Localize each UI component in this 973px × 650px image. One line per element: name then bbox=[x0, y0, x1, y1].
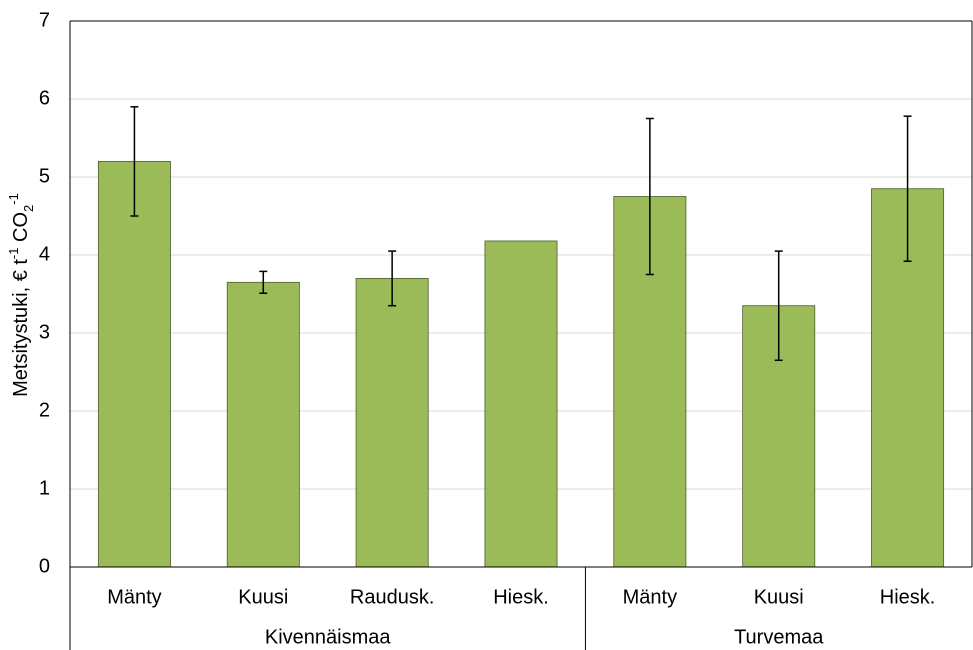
bar bbox=[226, 281, 300, 568]
bar bbox=[355, 277, 429, 568]
y-tick-label: 4 bbox=[39, 243, 50, 265]
group-label: Kivennäismaa bbox=[265, 626, 392, 648]
bar bbox=[97, 160, 171, 568]
y-axis-label-part: -1 bbox=[6, 193, 21, 205]
y-tick-label: 7 bbox=[39, 9, 50, 31]
y-tick-label: 3 bbox=[39, 321, 50, 343]
error-bar bbox=[903, 115, 912, 262]
y-tick-label: 2 bbox=[39, 399, 50, 421]
y-tick-label: 0 bbox=[39, 555, 50, 577]
x-tick-label: Mänty bbox=[107, 586, 161, 608]
y-tick-label: 6 bbox=[39, 87, 50, 109]
x-tick-label: Hiesk. bbox=[880, 586, 936, 608]
group-label: Turvemaa bbox=[734, 626, 824, 648]
y-axis-label-part: -1 bbox=[6, 247, 21, 259]
y-tick-label: 1 bbox=[39, 477, 50, 499]
y-axis-label-part: CO bbox=[10, 212, 32, 248]
x-tick-label: Hiesk. bbox=[493, 586, 549, 608]
x-tick-label: Mänty bbox=[623, 586, 677, 608]
error-bar bbox=[130, 106, 139, 217]
y-axis-label-part: Metsitystuki, € t bbox=[10, 259, 32, 397]
x-tick-label: Kuusi bbox=[238, 586, 288, 608]
x-tick-label: Kuusi bbox=[754, 586, 804, 608]
error-bar bbox=[645, 117, 654, 276]
x-tick-label: Raudusk. bbox=[350, 586, 435, 608]
y-axis-label: Metsitystuki, € t-1 CO2-1 bbox=[6, 193, 36, 397]
error-bar bbox=[774, 250, 783, 362]
error-bar bbox=[388, 250, 397, 307]
error-bar bbox=[259, 270, 268, 294]
y-axis-label-part: 2 bbox=[21, 205, 36, 212]
y-tick-label: 5 bbox=[39, 165, 50, 187]
bar bbox=[484, 240, 558, 568]
